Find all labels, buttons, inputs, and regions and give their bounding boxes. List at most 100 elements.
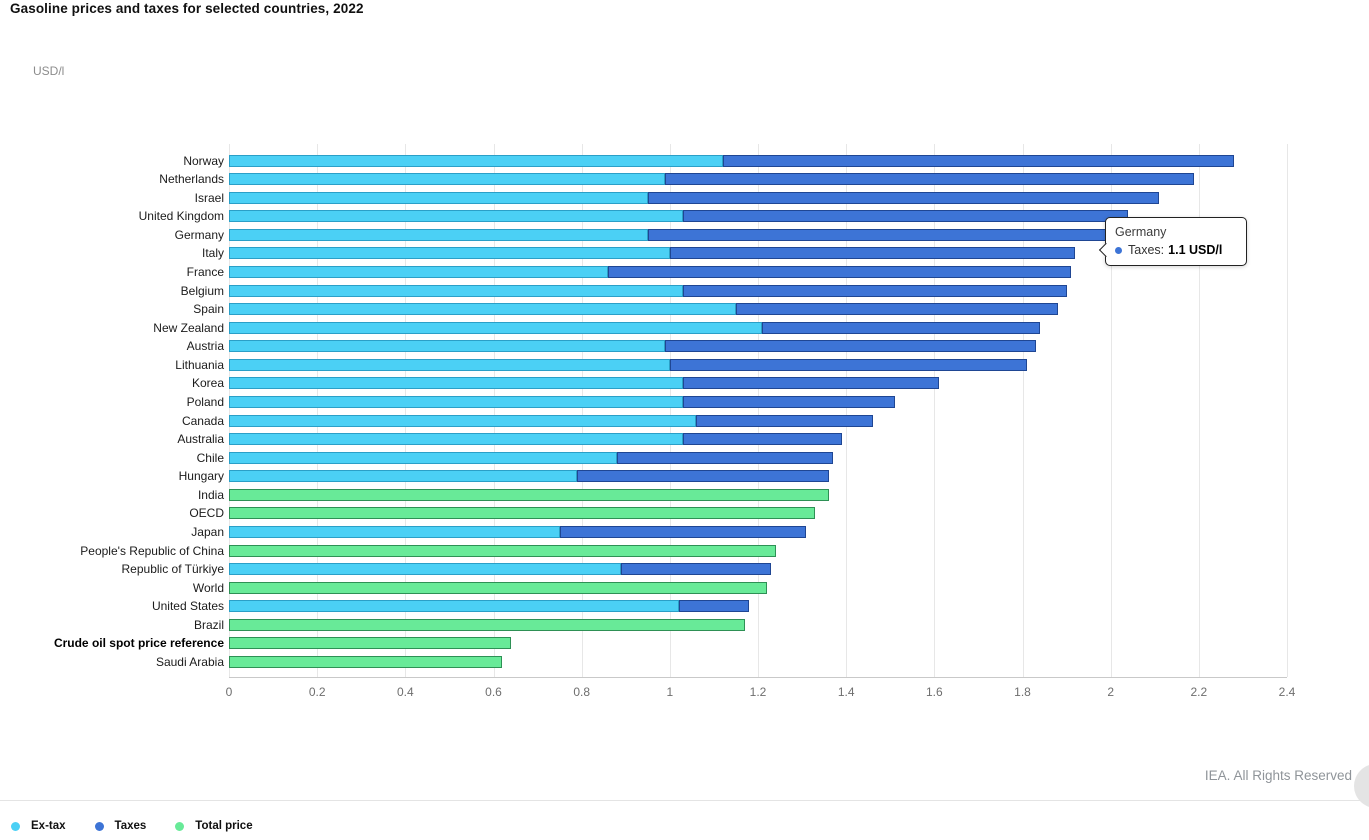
- gridline: [1198, 144, 1200, 677]
- country-label: Crude oil spot price reference: [53, 636, 224, 651]
- gridline: [317, 144, 319, 677]
- bar-segment-taxes[interactable]: [608, 265, 1071, 278]
- country-label: Australia: [177, 432, 224, 447]
- bar-segment-taxes[interactable]: [621, 563, 772, 576]
- country-label: Norway: [183, 153, 224, 168]
- x-tick-label: 2: [1107, 685, 1114, 699]
- x-tick-label: 0.4: [396, 685, 414, 699]
- country-label: Israel: [194, 190, 224, 205]
- bar-segment-ex-tax[interactable]: [229, 377, 684, 390]
- country-label: Poland: [186, 394, 224, 409]
- country-label: Korea: [191, 376, 224, 391]
- legend: Ex-tax Taxes Total price: [11, 820, 253, 832]
- bar-segment-taxes[interactable]: [577, 470, 829, 483]
- bar-segment-ex-tax[interactable]: [229, 173, 666, 186]
- tooltip-value: 1.1 USD/l: [1168, 243, 1223, 257]
- bar-segment-ex-tax[interactable]: [229, 358, 670, 371]
- bar-segment-taxes[interactable]: [696, 414, 873, 427]
- bar-segment-taxes[interactable]: [678, 600, 750, 613]
- x-tick-label: 1.8: [1014, 685, 1031, 699]
- tooltip-country: Germany: [1115, 225, 1167, 239]
- bar-segment-taxes[interactable]: [616, 451, 833, 464]
- gridline: [1110, 144, 1112, 677]
- bar-segment-ex-tax[interactable]: [229, 154, 723, 167]
- bar-segment-ex-tax[interactable]: [229, 210, 684, 223]
- gridline: [758, 144, 759, 677]
- bar-segment-taxes[interactable]: [762, 321, 1041, 334]
- country-label: Brazil: [193, 617, 224, 632]
- tooltip: Germany Taxes: 1.1 USD/l: [1098, 217, 1247, 266]
- bar-segment-ex-tax[interactable]: [229, 284, 684, 297]
- gridline: [229, 144, 230, 677]
- x-tick-label: 0.2: [308, 685, 326, 699]
- bar-segment-ex-tax[interactable]: [229, 303, 736, 316]
- bar-segment-ex-tax[interactable]: [229, 265, 609, 278]
- x-tick-label: 0.6: [485, 685, 502, 699]
- bar-segment-ex-tax[interactable]: [229, 321, 763, 334]
- country-label: Saudi Arabia: [155, 654, 224, 669]
- x-tick-label: 1.2: [749, 685, 767, 699]
- x-tick-label: 1: [666, 685, 674, 699]
- legend-item-taxes[interactable]: Taxes: [94, 820, 146, 832]
- bar-segment-ex-tax[interactable]: [229, 433, 684, 446]
- bar-segment-taxes[interactable]: [683, 284, 1067, 297]
- country-label: United States: [151, 599, 224, 614]
- gridline: [934, 144, 936, 677]
- floating-action-button[interactable]: [1354, 764, 1369, 808]
- legend-dot-icon: [11, 821, 20, 831]
- gridline: [1287, 144, 1288, 677]
- bar-segment-taxes[interactable]: [647, 228, 1133, 241]
- gridline: [669, 144, 671, 677]
- bar-segment-ex-tax[interactable]: [229, 414, 697, 427]
- bar-segment-ex-tax[interactable]: [229, 525, 560, 538]
- tooltip-value-line: Taxes: 1.1 USD/l: [1115, 243, 1237, 257]
- bar-segment-ex-tax[interactable]: [229, 228, 648, 241]
- bar-segment-ex-tax[interactable]: [229, 600, 679, 613]
- bar-segment-taxes[interactable]: [683, 395, 895, 408]
- bar-segment-total-price[interactable]: [229, 544, 776, 557]
- bar-segment-ex-tax[interactable]: [229, 470, 578, 483]
- bar-segment-taxes[interactable]: [665, 340, 1036, 353]
- legend-item-total-price[interactable]: Total price: [175, 820, 253, 832]
- country-label: Belgium: [180, 283, 224, 298]
- country-label: People's Republic of China: [80, 543, 224, 558]
- bar-segment-taxes[interactable]: [669, 358, 1027, 371]
- country-label: Italy: [201, 246, 224, 261]
- legend-dot-icon: [94, 821, 104, 831]
- bar-segment-taxes[interactable]: [683, 210, 1129, 223]
- legend-label: Total price: [195, 820, 253, 832]
- bar-segment-total-price[interactable]: [229, 488, 829, 501]
- bar-segment-ex-tax[interactable]: [229, 191, 648, 204]
- x-tick-label: 1.4: [837, 685, 855, 699]
- bar-segment-ex-tax[interactable]: [229, 340, 666, 353]
- bar-segment-total-price[interactable]: [229, 655, 503, 668]
- bar-segment-taxes[interactable]: [647, 191, 1160, 204]
- gridline: [581, 144, 583, 677]
- bar-segment-taxes[interactable]: [665, 173, 1195, 186]
- bar-segment-ex-tax[interactable]: [229, 451, 617, 464]
- copyright-text: IEA. All Rights Reserved: [1204, 768, 1352, 783]
- gridline: [493, 144, 495, 677]
- gridline: [846, 144, 848, 677]
- bar-segment-total-price[interactable]: [229, 581, 767, 594]
- x-tick-label: 2.2: [1190, 685, 1208, 699]
- bar-segment-ex-tax[interactable]: [229, 395, 684, 408]
- bar-segment-taxes[interactable]: [559, 525, 807, 538]
- country-label: World: [192, 580, 224, 595]
- bar-segment-total-price[interactable]: [229, 507, 816, 520]
- bar-segment-ex-tax[interactable]: [229, 563, 622, 576]
- legend-label: Ex-tax: [31, 820, 66, 832]
- bar-segment-taxes[interactable]: [669, 247, 1076, 260]
- bar-segment-taxes[interactable]: [683, 377, 939, 390]
- bar-segment-taxes[interactable]: [722, 154, 1235, 167]
- bar-segment-taxes[interactable]: [683, 433, 842, 446]
- bar-segment-total-price[interactable]: [229, 618, 745, 631]
- legend-item-ex-tax[interactable]: Ex-tax: [11, 820, 66, 832]
- footer-divider: [0, 800, 1369, 801]
- bar-segment-total-price[interactable]: [229, 637, 512, 650]
- country-label: Netherlands: [159, 172, 224, 187]
- bar-segment-ex-tax[interactable]: [229, 247, 670, 260]
- bar-segment-taxes[interactable]: [735, 303, 1058, 316]
- country-label: Hungary: [178, 469, 224, 484]
- tooltip-series-label: Taxes:: [1128, 243, 1165, 257]
